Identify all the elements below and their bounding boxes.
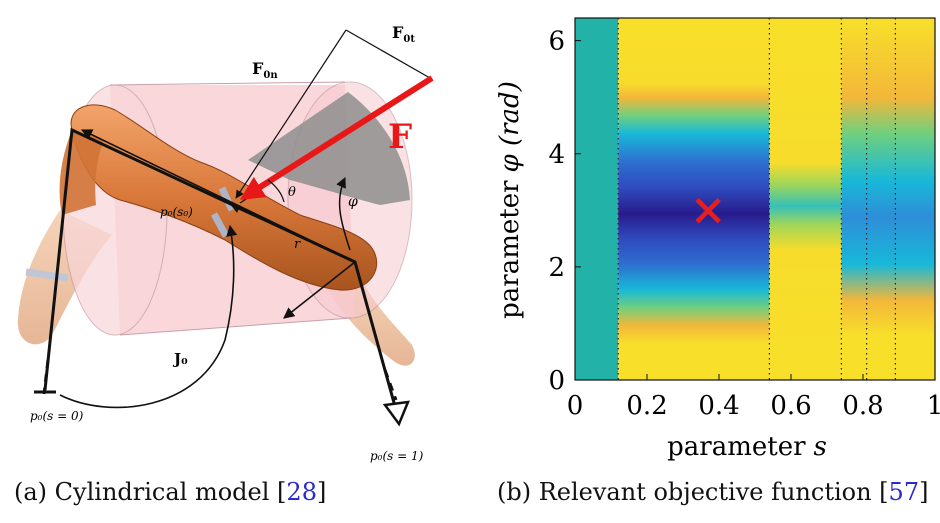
- x-tick-label-5: 1: [927, 391, 940, 421]
- minimum-marker-x: ×: [690, 184, 727, 235]
- caption-a: (a) Cylindrical model [28]: [14, 478, 327, 506]
- label-J0: J₀: [172, 350, 188, 368]
- centerline: [43, 127, 398, 411]
- cylinder-top-edge: [109, 81, 346, 86]
- plot-frame: [574, 17, 936, 381]
- cylinder-bottom-edge: [119, 317, 353, 336]
- x-tick-label-4: 0.8: [842, 391, 883, 421]
- heatmap-band-teal: [575, 18, 619, 380]
- x-tick-label-2: 0.4: [698, 391, 739, 421]
- x-tick-label-3: 0.6: [770, 391, 811, 421]
- label-p0s0: p₀(s₀): [160, 205, 193, 219]
- heatmap-band-right: [841, 18, 935, 380]
- centerline-dash-right: [383, 369, 398, 401]
- label-theta: θ: [288, 185, 296, 200]
- figure-b-objective-function: × 0 0.2 0.4 0.6 0.8 1 0 2 4 6 parameter s paramete…: [470, 0, 940, 470]
- y-tick-label-3: 6: [548, 27, 565, 57]
- force-arrow-F: [239, 75, 434, 200]
- left-arm-ring: [25, 268, 69, 282]
- axis-ticks: 0 0.2 0.4 0.6 0.8 1 0 2 4 6: [548, 27, 940, 421]
- normal-vector-arrow: [80, 129, 356, 263]
- label-phi: φ: [348, 194, 358, 210]
- figure-a-cylindrical-model: F0t F0n F θ φ p₀(s₀) r J₀ p₀(s = 0) p₀(s…: [0, 0, 470, 470]
- heatmap-band-mid: [769, 18, 842, 380]
- heatmap-svg: × 0 0.2 0.4 0.6 0.8 1 0 2 4 6 parameter s paramete…: [495, 17, 940, 462]
- f0t-line-2: [235, 29, 347, 199]
- f0t-line-1: [345, 29, 431, 79]
- figure-a-svg: F0t F0n F θ φ p₀(s₀) r J₀ p₀(s = 0) p₀(s…: [17, 23, 434, 463]
- label-F0t: F0t: [392, 23, 415, 45]
- y-axis-label: parameterφ (rad): [495, 81, 525, 319]
- centerline-dash-left: [42, 359, 50, 395]
- caption-b: (b) Relevant objective function [57]: [497, 478, 929, 506]
- x-tick-label-1: 0.2: [626, 391, 667, 421]
- x-tick-label-0: 0: [567, 391, 584, 421]
- label-F0n: F0n: [252, 59, 278, 81]
- x-axis-label: parameter s: [667, 432, 827, 462]
- label-r: r: [294, 237, 301, 252]
- body-ring-1: [218, 186, 236, 212]
- y-tick-label-0: 0: [548, 366, 565, 396]
- heatmap-band-main: [618, 18, 770, 380]
- right-end-triangle: [382, 400, 410, 427]
- citation-link-28[interactable]: 28: [286, 478, 317, 506]
- citation-link-57[interactable]: 57: [888, 478, 920, 506]
- radius-arrow: [283, 261, 356, 319]
- y-tick-label-2: 4: [548, 140, 565, 170]
- label-p0-s1: p₀(s = 1): [370, 449, 424, 463]
- body-ring-2: [210, 212, 230, 238]
- theta-arc: [267, 179, 285, 203]
- label-force-F: F: [388, 117, 412, 157]
- label-p0-s0: p₀(s = 0): [30, 409, 84, 423]
- j0-arc-arrow: [59, 224, 238, 409]
- plot-area: ×: [574, 17, 936, 381]
- phi-arc-arrow: [336, 177, 351, 251]
- y-tick-label-1: 2: [548, 253, 565, 283]
- r-vector: [231, 205, 356, 263]
